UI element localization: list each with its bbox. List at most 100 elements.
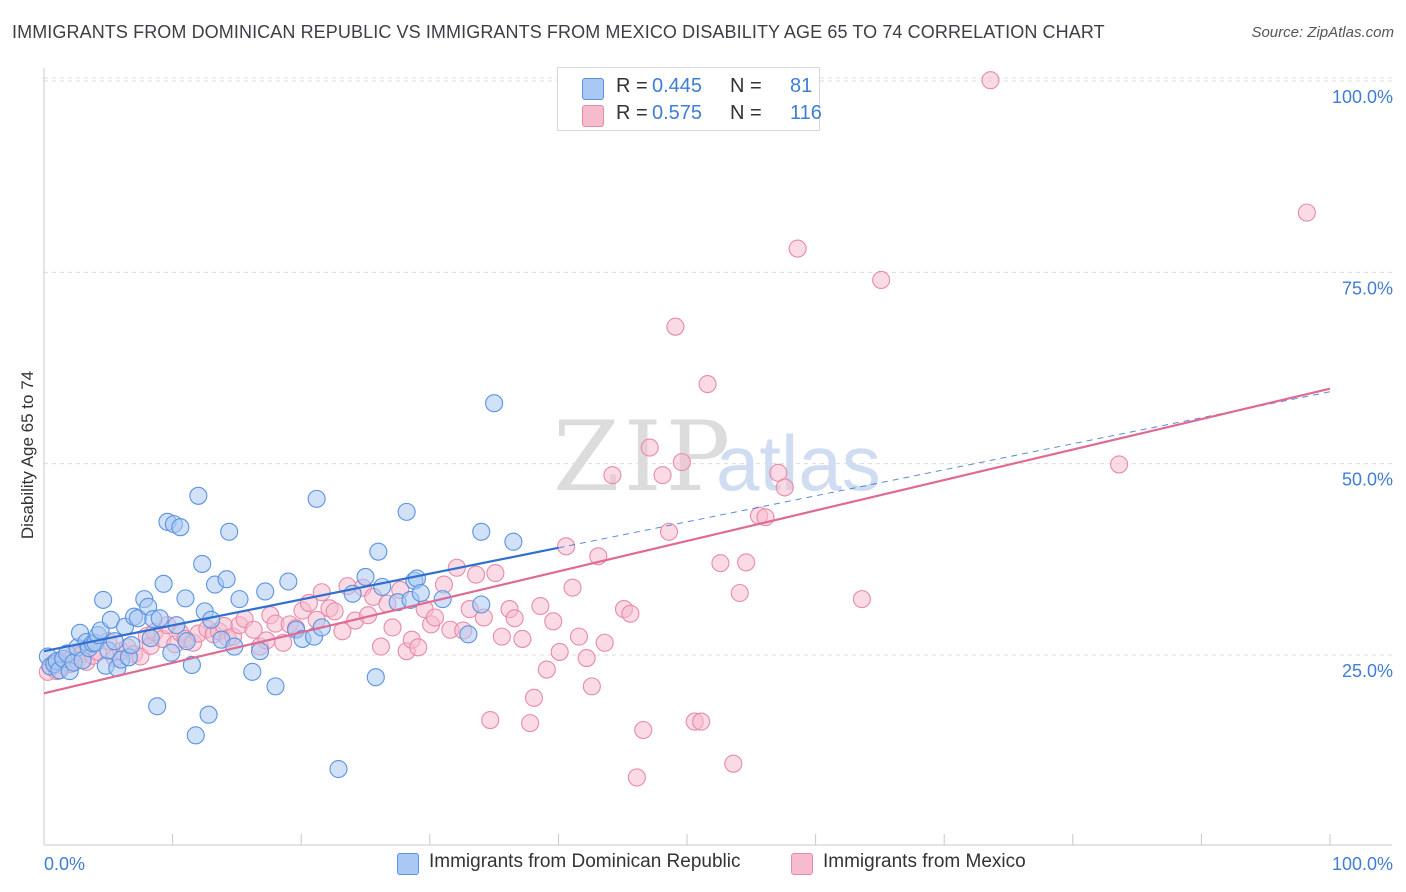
source-note: Source: ZipAtlas.com <box>1251 24 1394 41</box>
dominican-point <box>266 677 285 696</box>
dominican-point <box>329 759 348 779</box>
mexico-point <box>595 633 614 652</box>
dominican-point <box>356 567 375 586</box>
dominican-point <box>182 655 201 674</box>
x-tick-label: 0.0% <box>44 854 85 874</box>
mexico-point <box>425 608 444 627</box>
mexico-point <box>383 618 402 637</box>
r-label: R = <box>616 102 648 124</box>
n-value: 116 <box>790 102 822 124</box>
dominican-point <box>243 662 262 681</box>
mexico-point <box>640 438 659 457</box>
dominican-point <box>141 629 160 648</box>
dominican-point <box>250 642 270 661</box>
dominican-point <box>504 532 523 551</box>
dominican-point <box>193 554 212 573</box>
dominican-point <box>230 590 249 609</box>
mexico-point <box>544 612 563 631</box>
axes <box>43 68 1392 846</box>
mexico-point <box>872 270 891 290</box>
mexico-point <box>981 71 1000 90</box>
mexico-point <box>724 754 743 773</box>
mexico-point <box>557 537 576 556</box>
mexico-point <box>672 453 691 472</box>
dominican-point <box>177 632 196 651</box>
mexico-point <box>569 627 589 646</box>
mexico-point <box>521 714 540 733</box>
mexico-point <box>550 642 569 661</box>
mexico-point <box>467 565 486 584</box>
dominican-point <box>186 726 205 745</box>
series-mexico-points <box>38 71 1316 787</box>
mexico-point <box>603 466 622 485</box>
mexico-point <box>563 578 582 597</box>
correlation-legend: R = 0.445 N = 81 R = 0.575 N = 116 <box>557 67 822 131</box>
legend-label: Immigrants from Mexico <box>823 851 1026 872</box>
dominican-point <box>150 609 169 628</box>
mexico-point <box>659 522 679 541</box>
series-dominican-points <box>38 394 523 779</box>
dominican-point <box>472 595 491 614</box>
mexico-point <box>692 712 711 731</box>
dominican-point <box>122 636 141 655</box>
dominican-point <box>485 394 504 413</box>
legend-swatch-pink <box>582 105 604 127</box>
mexico-point <box>852 590 871 609</box>
dominican-point <box>94 590 113 609</box>
dominican-point <box>307 489 326 508</box>
mexico-point <box>788 239 807 258</box>
dominican-point <box>162 643 181 662</box>
mexico-point <box>711 554 730 573</box>
y-tick-label: 50.0% <box>1342 470 1393 490</box>
watermark-atlas: atlas <box>716 419 881 507</box>
dominican-point <box>369 542 388 561</box>
r-value: 0.575 <box>652 102 703 124</box>
legend-swatch-pink <box>791 853 813 875</box>
tick-labels: 25.0% 50.0% 75.0% 100.0% 0.0% 100.0% <box>44 87 1393 874</box>
legend-swatch-blue <box>397 853 419 875</box>
n-label: N = <box>730 75 762 97</box>
mexico-point <box>486 564 505 583</box>
dominican-point <box>171 518 190 537</box>
mexico-point <box>730 583 749 603</box>
dominican-point <box>256 582 275 601</box>
dominican-point <box>411 583 430 603</box>
dominican-point <box>397 502 416 521</box>
mexico-point <box>775 478 794 497</box>
legend-swatch-blue <box>582 78 604 100</box>
watermark: ZIP atlas <box>553 401 881 513</box>
legend-label: Immigrants from Dominican Republic <box>429 851 741 872</box>
mexico-point <box>634 720 653 740</box>
mexico-point <box>524 688 544 707</box>
dominican-trend-line <box>43 546 559 653</box>
y-axis-label: Disability Age 65 to 74 <box>18 370 37 540</box>
n-value: 81 <box>790 75 813 97</box>
series-legend: Immigrants from Dominican Republic Immig… <box>0 851 1406 877</box>
y-tick-label: 75.0% <box>1342 278 1393 298</box>
r-label: R = <box>616 75 648 97</box>
mexico-point <box>505 609 524 628</box>
mexico-point <box>481 711 500 730</box>
mexico-point <box>582 677 601 696</box>
mexico-point <box>621 604 640 623</box>
mexico-point <box>312 583 331 602</box>
x-tick-label: 100.0% <box>1332 854 1393 874</box>
mexico-point <box>537 660 556 679</box>
mexico-point <box>325 602 344 621</box>
mexico-point <box>627 768 646 787</box>
mexico-point <box>737 553 756 572</box>
dominican-point <box>217 570 236 589</box>
r-value: 0.445 <box>652 75 703 97</box>
dominican-point <box>472 522 491 541</box>
dominican-point <box>154 574 173 593</box>
mexico-point <box>577 649 596 668</box>
chart-title: IMMIGRANTS FROM DOMINICAN REPUBLIC VS IM… <box>12 22 1105 42</box>
mexico-point <box>513 629 532 648</box>
y-tick-label: 25.0% <box>1342 661 1393 681</box>
mexico-point <box>698 375 717 394</box>
dominican-point <box>459 625 478 644</box>
dominican-point <box>199 705 218 724</box>
mexico-point <box>531 596 550 616</box>
mexico-point <box>666 317 685 336</box>
